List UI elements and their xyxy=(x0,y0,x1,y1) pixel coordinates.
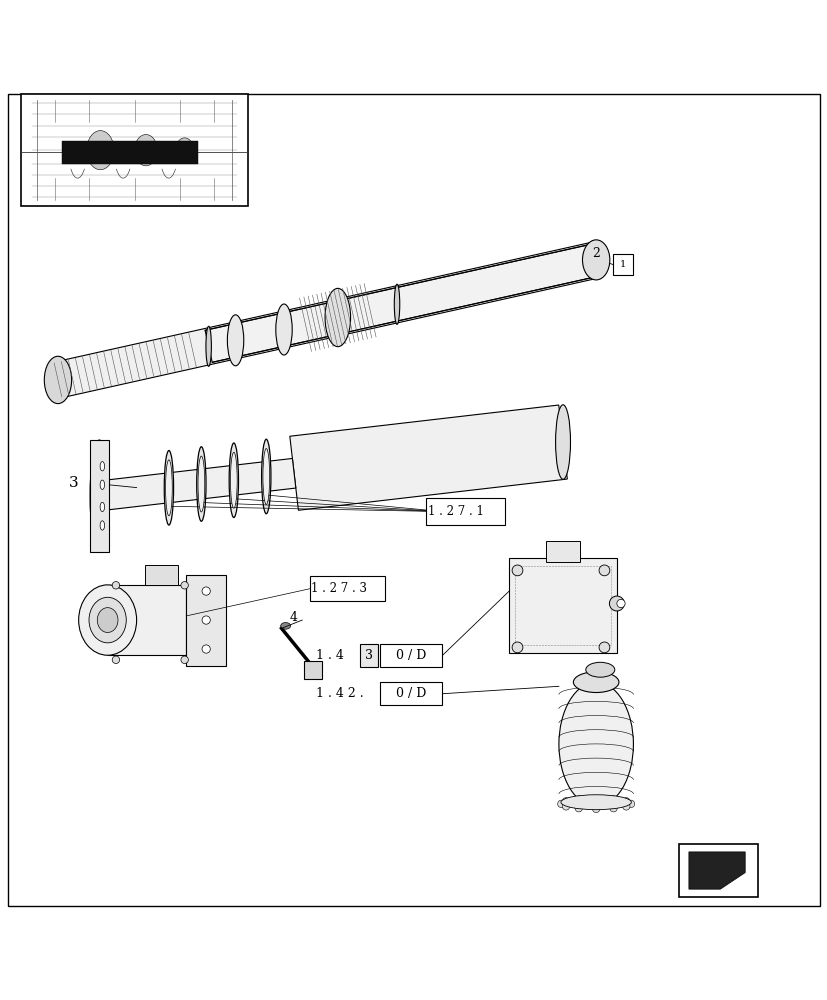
Bar xyxy=(90,440,108,552)
Ellipse shape xyxy=(555,405,570,479)
Ellipse shape xyxy=(591,805,599,813)
Ellipse shape xyxy=(572,672,618,693)
Bar xyxy=(304,661,322,679)
Ellipse shape xyxy=(230,452,237,508)
Bar xyxy=(360,644,378,667)
Text: 2: 2 xyxy=(591,247,600,260)
Ellipse shape xyxy=(622,803,629,810)
Ellipse shape xyxy=(599,642,609,653)
Ellipse shape xyxy=(180,656,189,664)
Ellipse shape xyxy=(574,796,582,803)
Ellipse shape xyxy=(261,439,270,514)
Bar xyxy=(108,585,186,655)
Ellipse shape xyxy=(616,599,624,608)
Ellipse shape xyxy=(622,798,629,805)
Ellipse shape xyxy=(591,795,599,803)
Ellipse shape xyxy=(394,284,399,324)
Ellipse shape xyxy=(165,460,172,516)
Ellipse shape xyxy=(511,565,522,576)
Ellipse shape xyxy=(325,288,350,347)
Bar xyxy=(612,254,633,275)
Bar xyxy=(145,565,178,585)
Text: 1 . 2 7 . 3: 1 . 2 7 . 3 xyxy=(310,582,366,595)
Ellipse shape xyxy=(135,135,157,166)
Ellipse shape xyxy=(263,449,270,504)
Ellipse shape xyxy=(275,304,292,355)
Ellipse shape xyxy=(202,645,210,653)
Ellipse shape xyxy=(202,587,210,595)
Ellipse shape xyxy=(560,795,630,810)
Ellipse shape xyxy=(586,662,614,677)
Ellipse shape xyxy=(175,138,194,162)
Text: 3: 3 xyxy=(365,649,373,662)
Ellipse shape xyxy=(197,447,206,521)
Bar xyxy=(678,844,757,897)
Bar xyxy=(380,644,442,667)
Ellipse shape xyxy=(180,582,189,589)
Ellipse shape xyxy=(112,656,120,664)
Ellipse shape xyxy=(100,462,104,471)
Ellipse shape xyxy=(198,456,204,512)
Ellipse shape xyxy=(609,804,616,812)
Ellipse shape xyxy=(280,623,290,629)
Ellipse shape xyxy=(45,356,72,404)
Polygon shape xyxy=(688,852,744,889)
Ellipse shape xyxy=(229,443,238,518)
Ellipse shape xyxy=(558,682,633,806)
Ellipse shape xyxy=(562,798,569,805)
Text: 1 . 4: 1 . 4 xyxy=(316,649,344,662)
Ellipse shape xyxy=(98,608,117,632)
Ellipse shape xyxy=(574,804,582,812)
Text: 0 / D: 0 / D xyxy=(395,687,426,700)
Polygon shape xyxy=(205,244,599,362)
Text: 1 . 2 7 . 1: 1 . 2 7 . 1 xyxy=(428,505,484,518)
Ellipse shape xyxy=(100,502,104,512)
Bar xyxy=(546,541,579,562)
Ellipse shape xyxy=(557,800,564,808)
Text: 0 / D: 0 / D xyxy=(395,649,426,662)
Bar xyxy=(186,575,226,666)
Ellipse shape xyxy=(562,803,569,810)
Ellipse shape xyxy=(112,582,120,589)
Ellipse shape xyxy=(164,451,174,525)
Bar xyxy=(21,94,248,206)
Ellipse shape xyxy=(599,565,609,576)
Ellipse shape xyxy=(90,440,108,552)
Ellipse shape xyxy=(627,800,633,808)
Ellipse shape xyxy=(206,326,211,366)
Ellipse shape xyxy=(227,315,243,366)
Bar xyxy=(509,558,616,653)
Ellipse shape xyxy=(609,796,616,803)
Text: 1 . 4 2 .: 1 . 4 2 . xyxy=(316,687,364,700)
Ellipse shape xyxy=(100,521,104,530)
Text: 4: 4 xyxy=(289,611,298,624)
Bar xyxy=(514,566,610,645)
Bar xyxy=(380,682,442,705)
Ellipse shape xyxy=(202,616,210,624)
Ellipse shape xyxy=(87,131,114,170)
Text: 3: 3 xyxy=(69,476,79,490)
Text: 1: 1 xyxy=(619,260,625,269)
Ellipse shape xyxy=(89,597,126,643)
Bar xyxy=(62,141,198,164)
Bar xyxy=(310,576,385,601)
Polygon shape xyxy=(54,242,600,398)
Ellipse shape xyxy=(581,240,609,280)
Bar xyxy=(426,498,504,525)
Polygon shape xyxy=(98,458,295,511)
Polygon shape xyxy=(289,405,566,510)
Ellipse shape xyxy=(79,585,136,655)
Ellipse shape xyxy=(100,480,104,489)
Ellipse shape xyxy=(511,642,522,653)
Ellipse shape xyxy=(609,596,624,611)
